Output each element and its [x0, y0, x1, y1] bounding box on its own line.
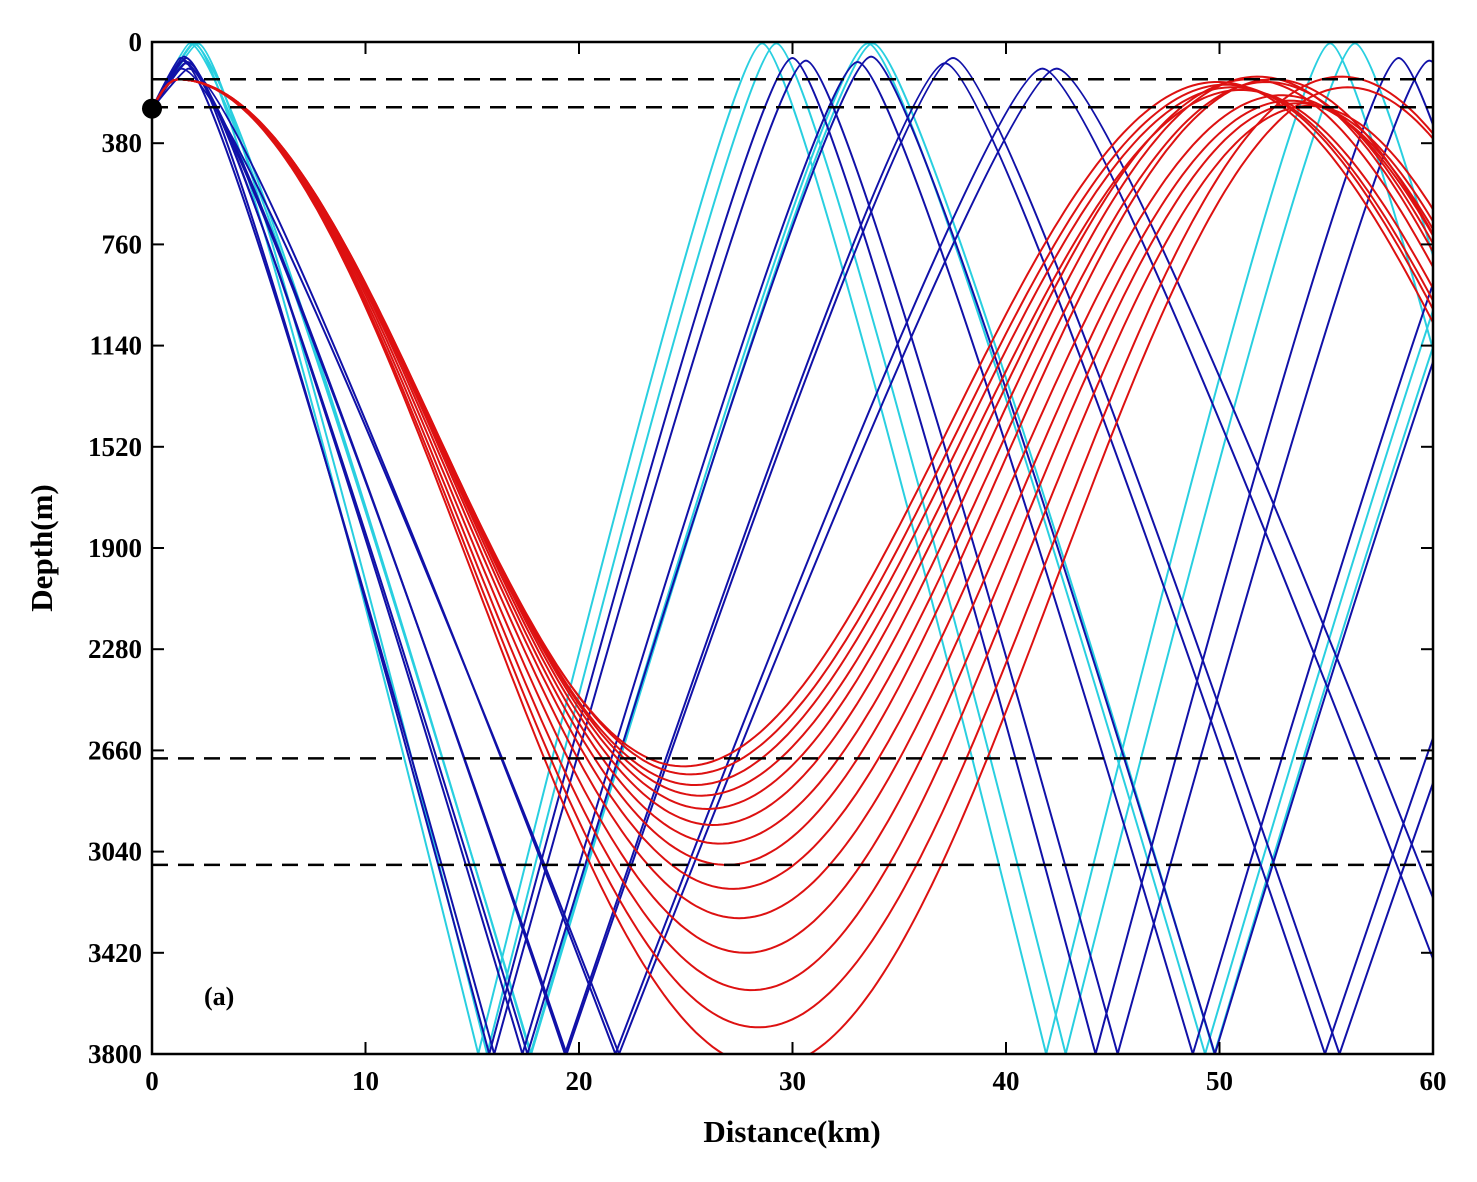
refracted-ray	[152, 78, 1433, 776]
source-point	[142, 98, 162, 119]
refracted-ray	[152, 75, 1433, 1029]
x-axis-title: Distance(km)	[703, 1114, 880, 1149]
x-tick-label: 0	[145, 1066, 159, 1096]
x-tick-label: 60	[1420, 1066, 1447, 1096]
refracted-ray	[152, 78, 1433, 954]
refracted-ray	[152, 78, 1433, 797]
bottom-ray	[152, 67, 1433, 1054]
y-tick-label: 2660	[88, 735, 142, 765]
y-tick-label: 1140	[89, 331, 142, 361]
y-axis-title: Depth(m)	[24, 484, 59, 611]
bottom-ray	[152, 67, 1433, 1054]
y-tick-label: 0	[129, 27, 143, 57]
y-tick-label: 380	[102, 128, 143, 158]
bottom-ray	[152, 60, 1433, 1054]
y-tick-label: 1520	[88, 432, 142, 462]
y-tick-label: 3040	[88, 837, 142, 867]
x-tick-label: 30	[779, 1066, 806, 1096]
x-tick-label: 50	[1206, 1066, 1233, 1096]
bottom-ray	[152, 56, 1433, 1054]
axis-ticks: 0 10 20 30 40 50 60038076011401520190022802660…	[88, 27, 1447, 1096]
reference-depth-lines	[152, 78, 1433, 867]
refracted-ray	[152, 78, 1433, 992]
y-tick-label: 2280	[88, 634, 142, 664]
surface-ray	[152, 42, 1433, 1054]
plot-frame	[150, 40, 1435, 1056]
y-tick-label: 760	[102, 229, 143, 259]
bottom-ray	[152, 55, 1433, 1054]
refracted-ray	[152, 78, 1433, 890]
surface-ray	[152, 42, 1433, 1054]
bottom-ray	[152, 56, 1433, 1054]
refracted-ray	[152, 78, 1433, 1054]
bottom-ray	[152, 59, 1433, 1054]
x-tick-label: 10	[352, 1066, 379, 1096]
x-tick-label: 20	[566, 1066, 593, 1096]
y-tick-label: 1900	[88, 533, 142, 563]
y-tick-label: 3800	[88, 1039, 142, 1069]
ray-paths	[152, 42, 1433, 1054]
panel-label: (a)	[204, 982, 234, 1011]
refracted-ray	[152, 78, 1433, 811]
y-tick-label: 3420	[88, 938, 142, 968]
bottom-ray	[152, 62, 1433, 1054]
source-marker	[142, 98, 162, 119]
refracted-ray	[152, 78, 1433, 920]
x-tick-label: 40	[993, 1066, 1020, 1096]
